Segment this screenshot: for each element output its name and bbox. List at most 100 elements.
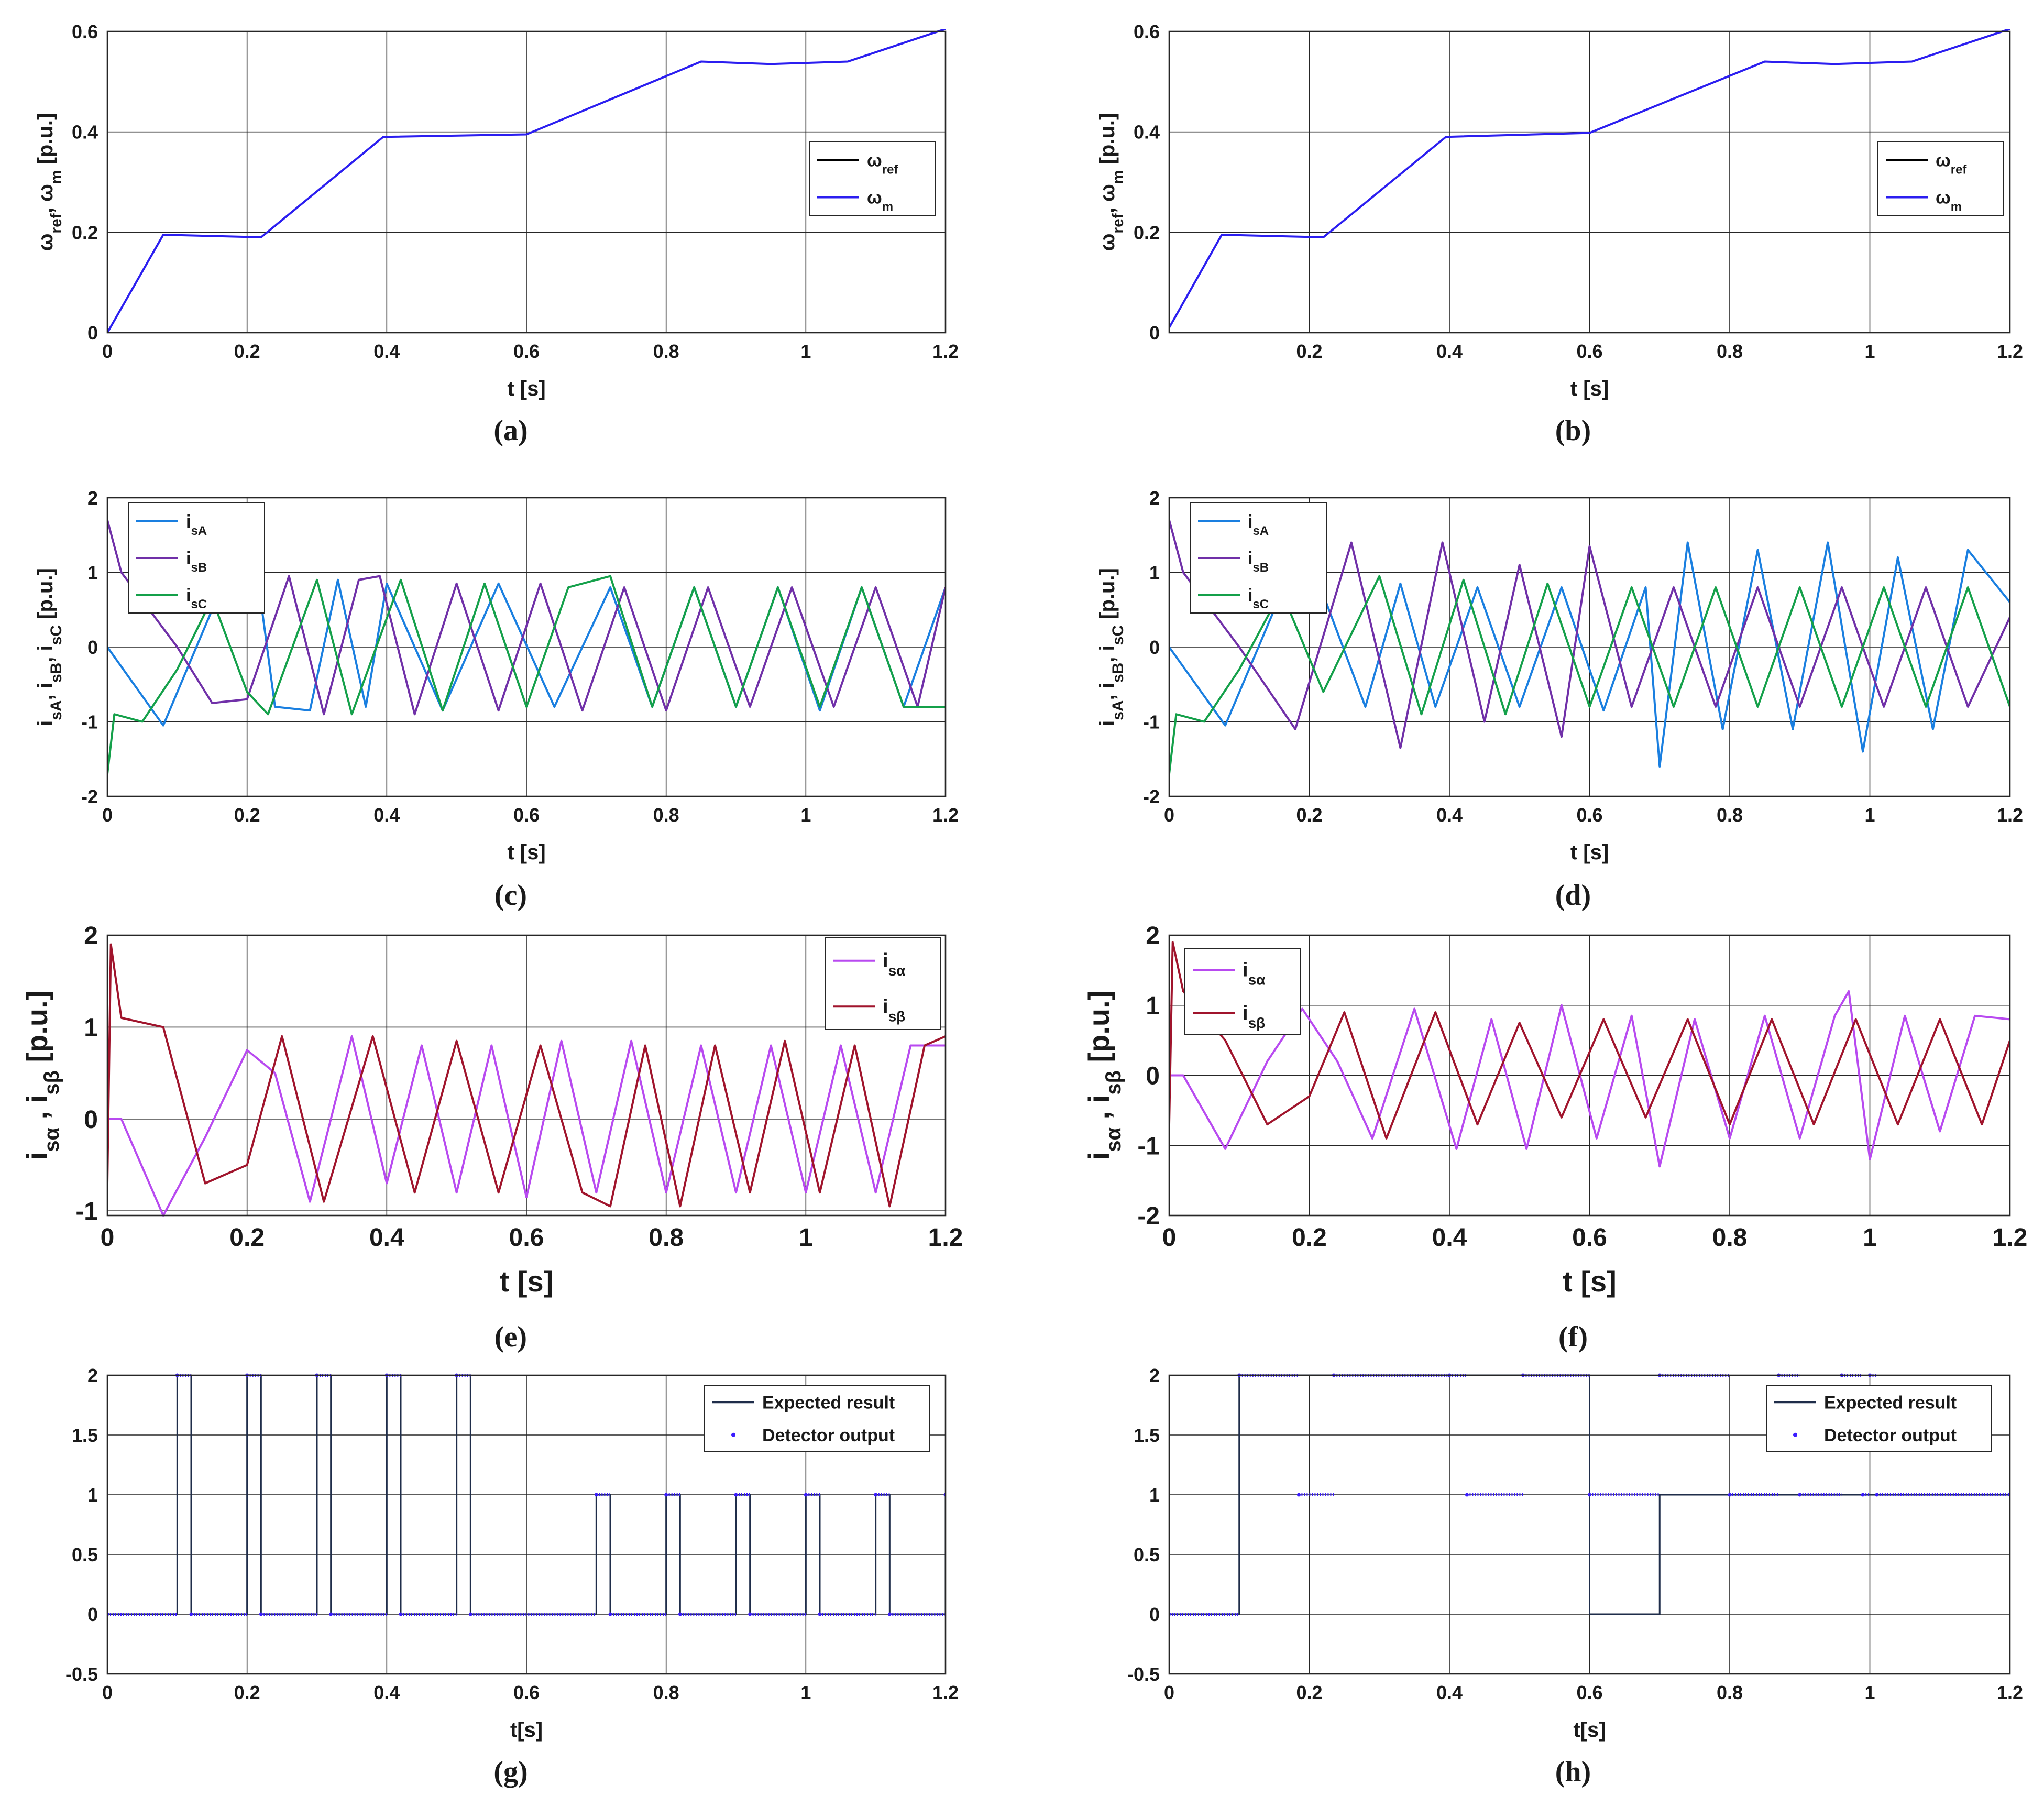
y-tick-label: -1 — [1143, 711, 1160, 733]
legend: Expected result Detector output — [1766, 1385, 1992, 1452]
x-tick-label: 1 — [1864, 1682, 1875, 1703]
x-tick-label: 0.2 — [1296, 341, 1322, 362]
legend-label-1: isβ — [1243, 1002, 1265, 1031]
y-tick-label: 0.4 — [72, 122, 98, 143]
series-line-2 — [107, 575, 946, 774]
y-tick-label: -2 — [1143, 786, 1160, 807]
legend-label-1: ωm — [867, 188, 893, 214]
x-tick-label: 1 — [1864, 341, 1875, 362]
x-tick-label: 1.2 — [1997, 341, 2023, 362]
y-tick-label: 0 — [87, 637, 98, 658]
series-group — [107, 29, 946, 333]
x-tick-label: 0.6 — [513, 341, 540, 362]
legend-label-1: isB — [186, 549, 207, 575]
plot-frame — [106, 497, 947, 797]
x-tick-label: 0.8 — [1717, 804, 1743, 826]
x-tick-label: 0 — [1164, 804, 1174, 826]
panel-caption: (c) — [494, 879, 527, 912]
legend-label-0: isA — [1248, 512, 1269, 538]
detector-output-point — [748, 1612, 752, 1616]
y-tick-label: 2 — [1149, 1365, 1160, 1386]
x-tick-label: 0.2 — [234, 804, 260, 826]
y-tick-label: -2 — [1137, 1202, 1160, 1230]
y-tick-label: 1 — [87, 1484, 98, 1506]
x-tick-label: 0.4 — [369, 1224, 404, 1252]
y-tick-label: 0 — [84, 1106, 98, 1134]
y-tick-label: 2 — [87, 487, 98, 509]
legend: isA isB isC — [128, 502, 265, 614]
legend-label-2: isC — [186, 585, 207, 611]
x-tick-label: 0.6 — [509, 1224, 544, 1252]
x-tick-label: 0 — [102, 341, 113, 362]
x-axis-label: t [s] — [507, 841, 545, 864]
x-tick-label: 0.2 — [1296, 804, 1322, 826]
x-tick-label: 0.6 — [1576, 1682, 1602, 1703]
detector-output-point — [664, 1493, 668, 1497]
x-axis-label: t [s] — [1563, 1265, 1617, 1298]
x-tick-label: 0.8 — [1717, 1682, 1743, 1703]
detector-output-point — [1875, 1493, 1879, 1497]
detector-output-point — [399, 1612, 403, 1616]
x-tick-label: 1 — [1864, 804, 1875, 826]
x-axis-label: t[s] — [1573, 1718, 1606, 1742]
y-axis-label: isα , isβ [p.u.] — [1082, 991, 1125, 1160]
panel-caption: (h) — [1555, 1756, 1591, 1788]
y-tick-label: 0.5 — [72, 1544, 98, 1565]
plot-frame — [1168, 30, 2011, 334]
y-tick-label: 1 — [1149, 1484, 1160, 1506]
series-line-1 — [1169, 29, 2010, 328]
y-axis-label: isA, isB, isC [p.u.] — [1096, 568, 1127, 726]
legend-marker-1 — [1793, 1432, 1797, 1437]
panel-caption: (e) — [494, 1321, 527, 1353]
series-line-1 — [107, 943, 946, 1208]
plot-frame — [106, 934, 947, 1217]
y-tick-label: 1 — [87, 562, 98, 584]
x-axis-label: t[s] — [510, 1718, 543, 1742]
x-tick-label: 0 — [102, 804, 113, 826]
legend-box — [825, 937, 941, 1030]
x-tick-label: 1.2 — [928, 1224, 963, 1252]
series-line-0 — [107, 1035, 946, 1217]
legend-label-1: ωm — [1936, 188, 1962, 214]
panel-b: 0.2 0.4 0.6 0.8 1 1.2 0 0.2 0.4 0.6 t [s] ωref, ωm … — [1096, 21, 2023, 447]
y-axis-label: isA, isB, isC [p.u.] — [34, 568, 65, 726]
y-tick-label: 0.2 — [1134, 222, 1160, 243]
legend: isα isβ — [825, 937, 941, 1030]
x-tick-label: 1.2 — [932, 804, 959, 826]
detector-output-point — [608, 1612, 612, 1616]
panel-caption: (b) — [1555, 414, 1591, 447]
x-tick-label: 0.8 — [653, 341, 679, 362]
y-tick-label: 1 — [1149, 562, 1160, 584]
legend-label-0: isA — [186, 512, 207, 538]
y-tick-label: -1 — [81, 711, 98, 733]
x-tick-label: 0 — [101, 1224, 115, 1252]
y-tick-label: 0.6 — [72, 21, 98, 42]
plot-frame — [1168, 1374, 2011, 1675]
y-tick-label: -2 — [81, 786, 98, 807]
y-tick-label: -1 — [1137, 1132, 1160, 1160]
legend: ωref ωm — [1877, 141, 2004, 216]
x-tick-label: 0.2 — [1296, 1682, 1322, 1703]
x-tick-label: 0.4 — [373, 341, 400, 362]
x-tick-label: 0.8 — [649, 1224, 684, 1252]
x-tick-label: 0.4 — [1436, 341, 1463, 362]
panel-caption: (d) — [1555, 879, 1591, 912]
detector-output-point — [1465, 1493, 1469, 1497]
detector-output-point — [594, 1493, 598, 1497]
legend-label-0: isα — [1243, 959, 1265, 988]
detector-output-point — [1728, 1493, 1732, 1497]
legend-box — [1766, 1385, 1992, 1452]
x-tick-label: 0.8 — [1712, 1224, 1748, 1252]
y-tick-label: 0 — [1146, 1063, 1160, 1090]
y-tick-label: 0.2 — [72, 222, 98, 243]
legend-label-0: Expected result — [1824, 1393, 1957, 1412]
x-tick-label: 1 — [800, 341, 811, 362]
x-tick-label: 0.4 — [1436, 804, 1463, 826]
series-line-0 — [1169, 541, 2010, 768]
x-tick-label: 0.6 — [1576, 804, 1602, 826]
panel-a: 0 0.2 0.4 0.6 0.8 1 1.2 0 0.2 0.4 0.6 t [s] ωref, ωm… — [34, 21, 959, 447]
y-tick-label: 2 — [1149, 487, 1160, 509]
detector-output-point — [818, 1612, 822, 1616]
